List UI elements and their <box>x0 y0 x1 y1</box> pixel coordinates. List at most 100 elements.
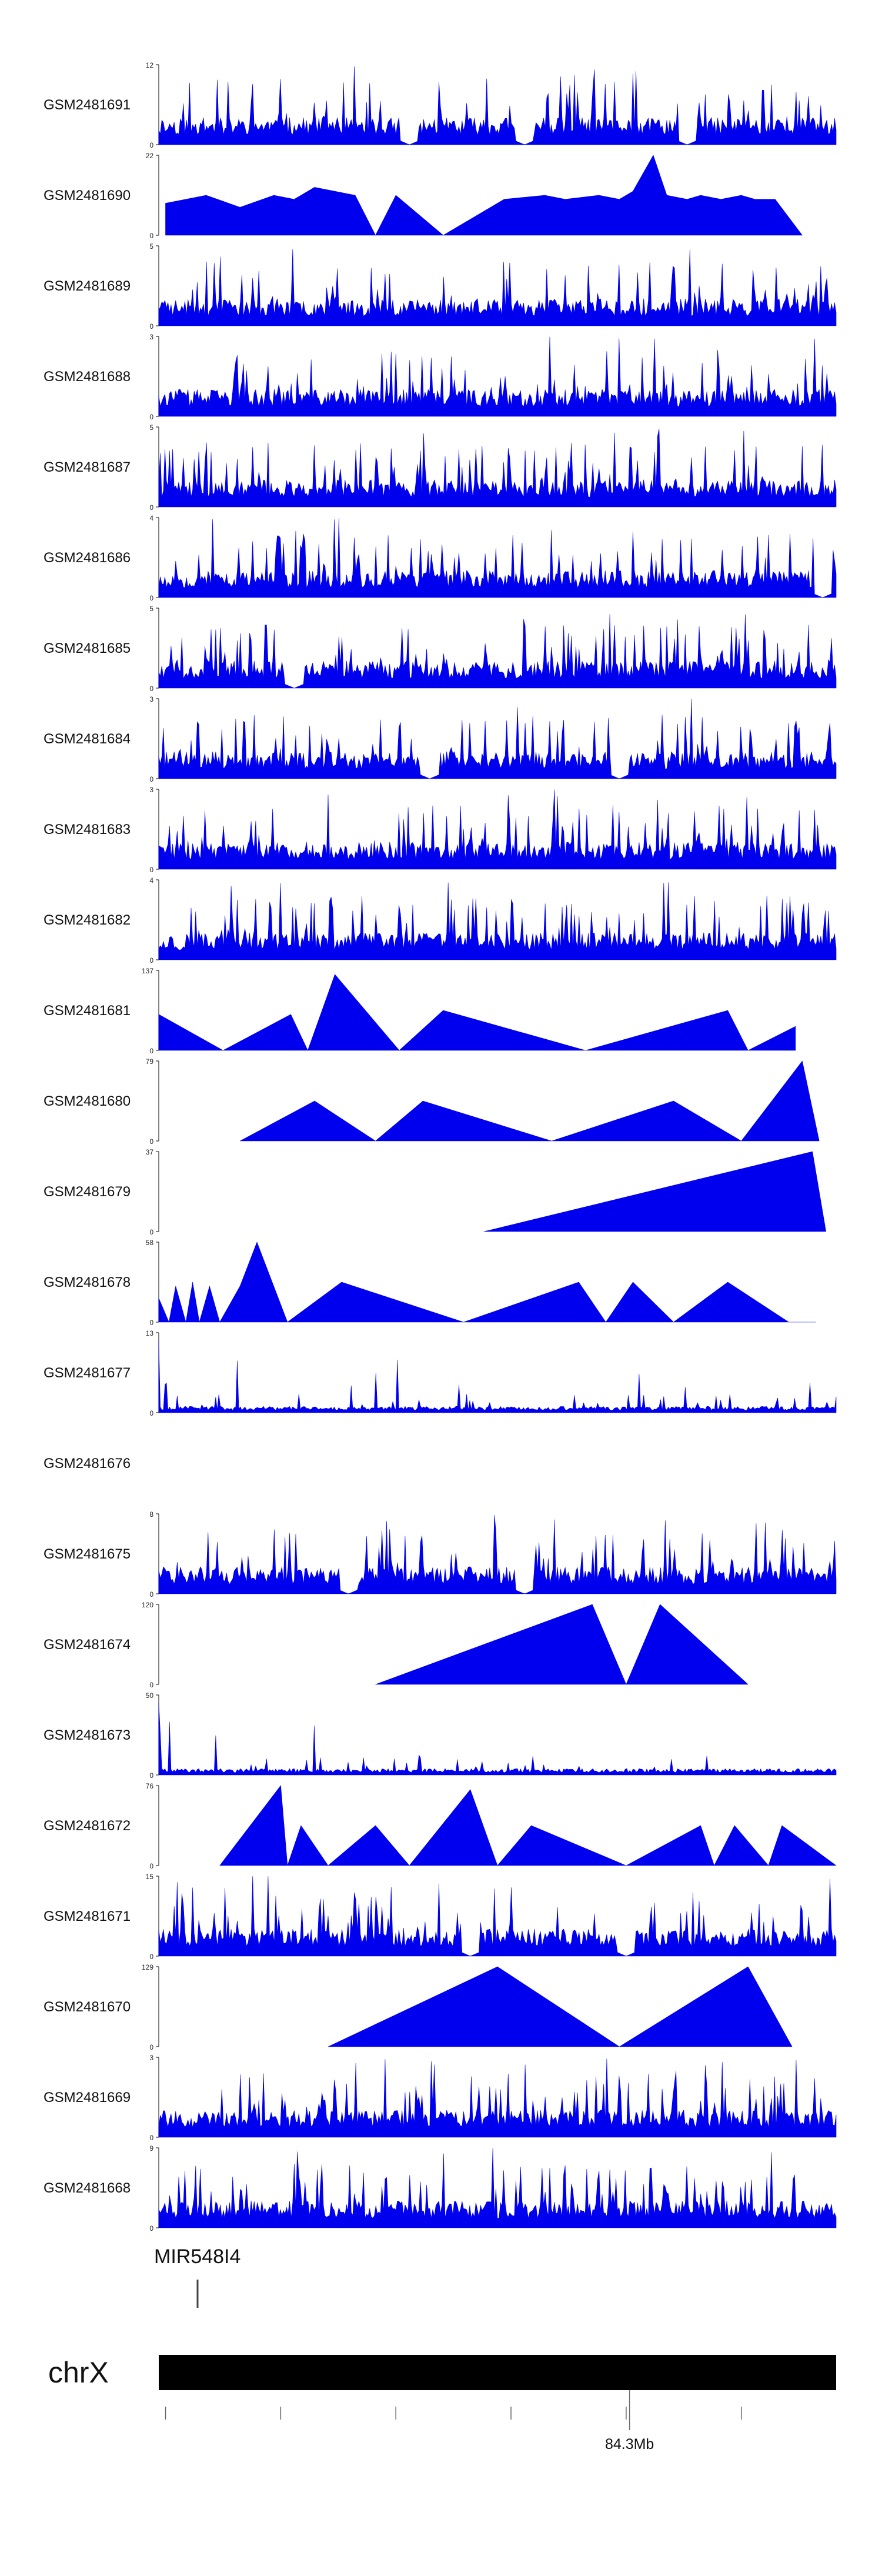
track-label: GSM2481675 <box>44 1546 131 1562</box>
track-label: GSM2481678 <box>44 1274 131 1290</box>
track-GSM2481668: GSM2481668 9 0 <box>44 2144 837 2233</box>
y-max-label: 12 <box>146 61 154 69</box>
y-max-label: 5 <box>149 605 153 613</box>
track-GSM2481691: GSM2481691 12 0 <box>44 61 837 149</box>
track-GSM2481683: GSM2481683 3 0 <box>44 786 837 874</box>
track-label: GSM2481674 <box>44 1637 131 1653</box>
track-label: GSM2481685 <box>44 640 131 656</box>
track-label: GSM2481687 <box>44 459 131 475</box>
y-max-label: 37 <box>146 1148 154 1156</box>
track-GSM2481676: GSM2481676 <box>44 1456 131 1471</box>
y-min-label: 0 <box>149 141 153 149</box>
track-GSM2481671: GSM2481671 15 0 <box>44 1873 837 1961</box>
coverage-area <box>158 1514 837 1594</box>
track-label: GSM2481676 <box>44 1456 131 1471</box>
y-min-label: 0 <box>149 1681 153 1689</box>
y-min-label: 0 <box>149 322 153 331</box>
y-min-label: 0 <box>149 956 153 965</box>
track-label: GSM2481670 <box>44 1999 131 2015</box>
y-min-label: 0 <box>149 2134 153 2142</box>
coverage-area <box>328 1966 793 2047</box>
y-max-label: 15 <box>146 1873 154 1881</box>
chromosome-bar <box>159 2355 836 2390</box>
track-label: GSM2481683 <box>44 822 131 837</box>
track-label: GSM2481680 <box>44 1093 131 1109</box>
track-GSM2481674: GSM2481674 120 0 <box>44 1601 749 1689</box>
track-label: GSM2481690 <box>44 188 131 203</box>
y-min-label: 0 <box>149 232 153 240</box>
y-max-label: 22 <box>146 152 154 160</box>
track-GSM2481673: GSM2481673 50 0 <box>44 1691 837 1780</box>
y-min-label: 0 <box>149 1047 153 1055</box>
track-GSM2481686: GSM2481686 4 0 <box>44 514 837 602</box>
y-max-label: 3 <box>149 695 153 703</box>
track-label: GSM2481686 <box>44 550 131 566</box>
y-max-label: 120 <box>142 1601 153 1609</box>
coverage-area <box>158 429 837 508</box>
y-max-label: 137 <box>142 967 153 975</box>
coverage-area <box>158 1703 837 1776</box>
coverage-area <box>219 1785 837 1866</box>
track-GSM2481670: GSM2481670 129 0 <box>44 1963 793 2051</box>
y-max-label: 3 <box>149 2054 153 2062</box>
coverage-area <box>158 336 837 417</box>
coverage-area <box>165 155 803 236</box>
y-min-label: 0 <box>149 2043 153 2051</box>
y-min-label: 0 <box>149 685 153 693</box>
y-min-label: 0 <box>149 1771 153 1780</box>
track-GSM2481682: GSM2481682 4 0 <box>44 876 837 965</box>
track-label: GSM2481677 <box>44 1365 131 1381</box>
y-min-label: 0 <box>149 503 153 512</box>
y-min-label: 0 <box>149 1137 153 1146</box>
track-label: GSM2481681 <box>44 1003 131 1019</box>
y-min-label: 0 <box>149 1319 153 1327</box>
y-max-label: 3 <box>149 333 153 341</box>
y-max-label: 5 <box>149 242 153 251</box>
track-GSM2481679: GSM2481679 37 0 <box>44 1148 826 1236</box>
track-GSM2481690: GSM2481690 22 0 <box>44 152 803 240</box>
track-label: GSM2481682 <box>44 912 131 928</box>
track-label: GSM2481669 <box>44 2090 131 2105</box>
track-label: GSM2481671 <box>44 1908 131 1924</box>
y-max-label: 79 <box>146 1057 154 1066</box>
y-max-label: 13 <box>146 1329 154 1337</box>
coverage-area <box>158 2148 837 2228</box>
y-min-label: 0 <box>149 1409 153 1417</box>
track-GSM2481688: GSM2481688 3 0 <box>44 333 837 421</box>
chromosome-label: chrX <box>48 2356 109 2389</box>
coverage-area <box>158 1340 837 1413</box>
track-GSM2481681: GSM2481681 137 0 <box>44 967 796 1055</box>
coverage-area <box>158 699 837 779</box>
y-max-label: 5 <box>149 423 153 432</box>
track-GSM2481680: GSM2481680 79 0 <box>44 1057 820 1146</box>
track-GSM2481684: GSM2481684 3 0 <box>44 695 837 783</box>
track-GSM2481689: GSM2481689 5 0 <box>44 242 837 331</box>
y-min-label: 0 <box>149 1862 153 1870</box>
coverage-area <box>158 2058 837 2138</box>
y-max-label: 3 <box>149 786 153 794</box>
track-GSM2481678: GSM2481678 58 0 <box>44 1239 816 1327</box>
track-label: GSM2481672 <box>44 1818 131 1834</box>
coverage-area <box>158 518 837 598</box>
coverage-area <box>158 249 837 326</box>
track-label: GSM2481673 <box>44 1727 131 1743</box>
track-label: GSM2481684 <box>44 731 131 747</box>
y-min-label: 0 <box>149 1953 153 1961</box>
coverage-area <box>158 789 837 870</box>
y-max-label: 129 <box>142 1963 153 1971</box>
track-GSM2481669: GSM2481669 3 0 <box>44 2054 837 2142</box>
position-label: 84.3Mb <box>605 2436 654 2452</box>
track-label: GSM2481691 <box>44 97 131 113</box>
y-min-label: 0 <box>149 775 153 783</box>
coverage-area <box>158 1876 837 1957</box>
track-label: GSM2481688 <box>44 369 131 385</box>
coverage-area <box>239 1060 820 1142</box>
track-GSM2481685: GSM2481685 5 0 <box>44 605 837 693</box>
track-GSM2481675: GSM2481675 8 0 <box>44 1510 837 1599</box>
track-GSM2481677: GSM2481677 13 0 <box>44 1329 837 1417</box>
gene-label: MIR548I4 <box>154 2245 240 2268</box>
coverage-area <box>158 882 837 960</box>
coverage-area <box>158 974 796 1051</box>
y-max-label: 76 <box>146 1782 154 1790</box>
